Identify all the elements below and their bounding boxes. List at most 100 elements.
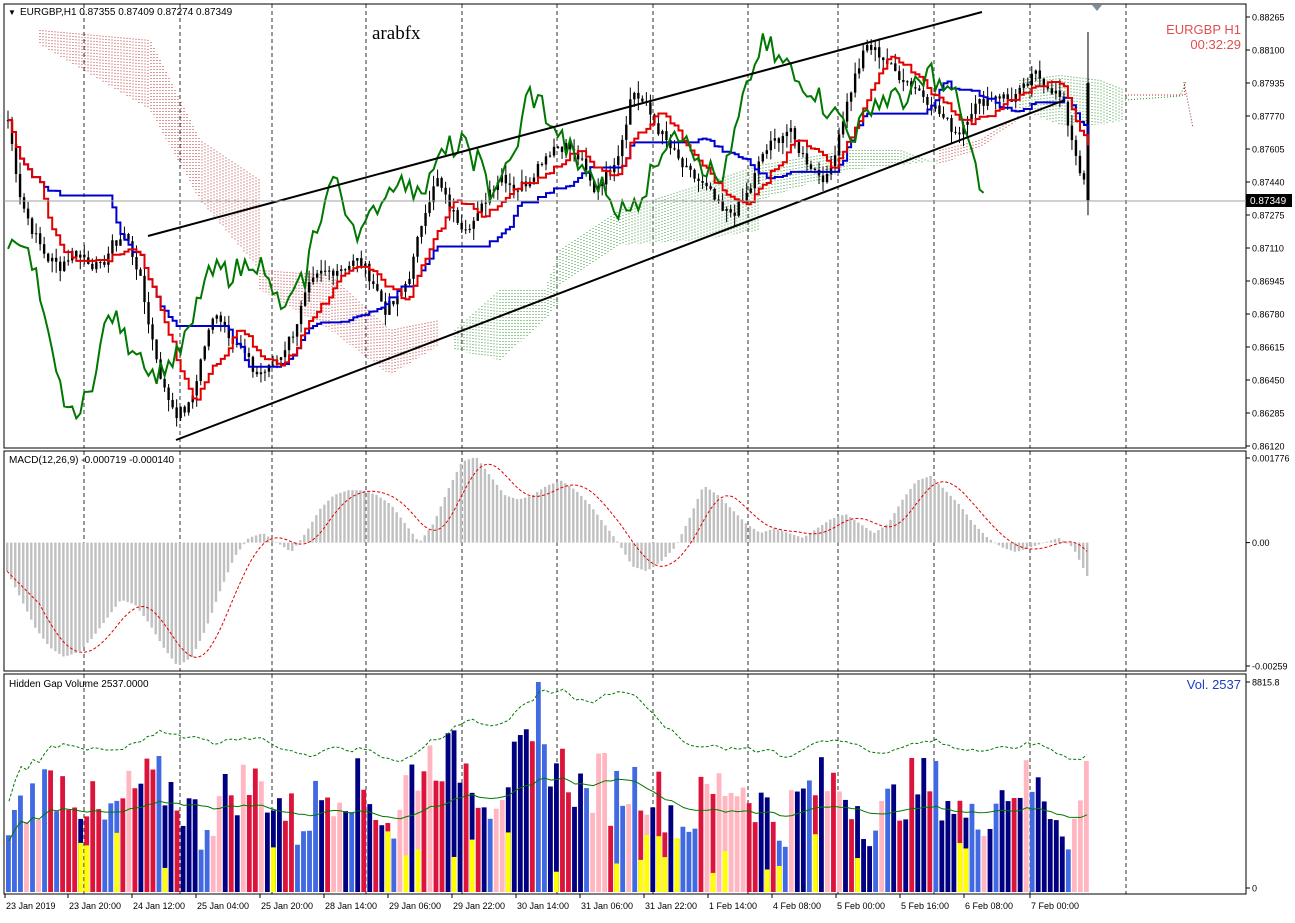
macd-histogram-bar	[556, 482, 559, 543]
candle-body	[853, 73, 857, 93]
macd-histogram-bar	[307, 528, 310, 543]
macd-histogram-bar	[692, 508, 695, 543]
candle-body	[841, 121, 845, 135]
candle-body	[167, 387, 170, 400]
macd-histogram-bar	[684, 526, 687, 543]
macd-histogram-bar	[98, 542, 101, 629]
candle-body	[444, 187, 447, 195]
volume-bar	[650, 807, 656, 892]
macd-histogram-bar	[102, 542, 105, 624]
macd-histogram-bar	[86, 542, 89, 643]
volume-bar	[228, 795, 234, 892]
candle-body	[139, 269, 142, 276]
candle-body	[14, 143, 18, 174]
candle-body	[424, 213, 427, 226]
candle-body	[143, 275, 146, 303]
candle-body	[849, 92, 853, 102]
candle-body	[103, 262, 106, 265]
volume-bar	[343, 811, 349, 892]
volume-bar	[361, 789, 367, 892]
macd-histogram-bar	[435, 515, 438, 543]
volume-bar-gap	[614, 863, 620, 892]
candle-body	[323, 270, 327, 272]
macd-histogram-bar	[451, 479, 455, 543]
macd-histogram-bar	[925, 477, 928, 543]
volume-bar	[1017, 797, 1023, 892]
macd-histogram-bar	[901, 499, 904, 543]
macd-histogram-bar	[780, 530, 784, 543]
macd-histogram-bar	[154, 542, 157, 635]
macd-histogram-bar	[206, 542, 210, 624]
candle-body	[26, 208, 30, 219]
channel-lower-trendline[interactable]	[175, 99, 1066, 441]
macd-histogram-bar	[214, 542, 218, 603]
macd-panel[interactable]	[3, 450, 1247, 672]
candle-body	[914, 87, 917, 89]
volume-bar	[421, 771, 427, 892]
main-panel[interactable]	[3, 3, 1247, 449]
candle-body	[59, 261, 62, 271]
macd-histogram-bar	[242, 542, 246, 545]
candle-body	[641, 98, 644, 102]
macd-histogram-bar	[620, 542, 623, 549]
macd-histogram-bar	[531, 494, 535, 543]
macd-histogram-bar	[70, 542, 73, 655]
price-tick-label: 0.87275	[1252, 211, 1285, 221]
volume-bar	[457, 782, 463, 892]
candle-body	[705, 182, 708, 187]
candle-body	[962, 124, 965, 135]
volume-bar	[897, 820, 903, 892]
chart-header-arrow-icon[interactable]: ▼	[8, 8, 16, 17]
candle-body	[625, 124, 628, 140]
macd-histogram-bar	[636, 542, 639, 569]
candle-body	[223, 321, 227, 327]
volume-bar	[656, 771, 662, 892]
macd-histogram-bar	[262, 533, 266, 543]
candle-body	[540, 163, 544, 165]
volume-bar	[144, 758, 150, 892]
macd-histogram-bar	[949, 495, 952, 543]
price-tick-label: 0.86450	[1252, 376, 1285, 386]
macd-histogram-bar	[584, 499, 587, 543]
candle-body	[709, 186, 712, 189]
macd-histogram-bar	[407, 528, 410, 543]
candle-body	[91, 263, 94, 270]
macd-histogram-bar	[299, 540, 302, 543]
time-tick-label: 7 Feb 00:00	[1031, 901, 1079, 911]
candle-body	[637, 92, 640, 99]
price-tick-label: 0.87110	[1252, 244, 1284, 254]
candle-body	[428, 202, 431, 214]
candle-body	[287, 336, 291, 351]
macd-histogram-bar	[568, 485, 571, 543]
time-tick-label: 1 Feb 14:00	[709, 901, 757, 911]
volume-bar-gap	[764, 869, 770, 892]
candle-body	[761, 153, 764, 162]
volume-bar	[1035, 777, 1041, 892]
macd-histogram-bar	[804, 535, 808, 543]
macd-histogram-bar	[985, 536, 989, 543]
volume-bar	[578, 773, 583, 892]
macd-histogram-bar	[467, 459, 471, 543]
macd-histogram-bar	[54, 542, 57, 652]
candle-body	[219, 315, 222, 322]
volume-bar	[415, 790, 421, 892]
macd-histogram-bar	[885, 524, 888, 543]
candle-body	[1018, 87, 1021, 95]
shift-marker-icon[interactable]	[1092, 5, 1102, 11]
volume-bar-gap	[957, 843, 963, 892]
cloud-edge-bull	[1124, 81, 1187, 101]
candle-body	[1042, 78, 1046, 87]
volume-bar	[277, 798, 282, 892]
channel-upper-trendline[interactable]	[147, 11, 983, 237]
time-tick-label: 30 Jan 14:00	[517, 901, 569, 911]
macd-histogram-bar	[327, 500, 330, 543]
volume-bar	[451, 730, 457, 892]
macd-histogram-bar	[580, 495, 583, 543]
macd-histogram-bar	[30, 542, 33, 620]
macd-histogram-bar	[295, 542, 298, 546]
candle-body	[380, 290, 383, 302]
macd-histogram-bar	[893, 513, 896, 543]
macd-histogram-bar	[495, 484, 499, 543]
price-tick-label: 0.88100	[1252, 46, 1285, 56]
